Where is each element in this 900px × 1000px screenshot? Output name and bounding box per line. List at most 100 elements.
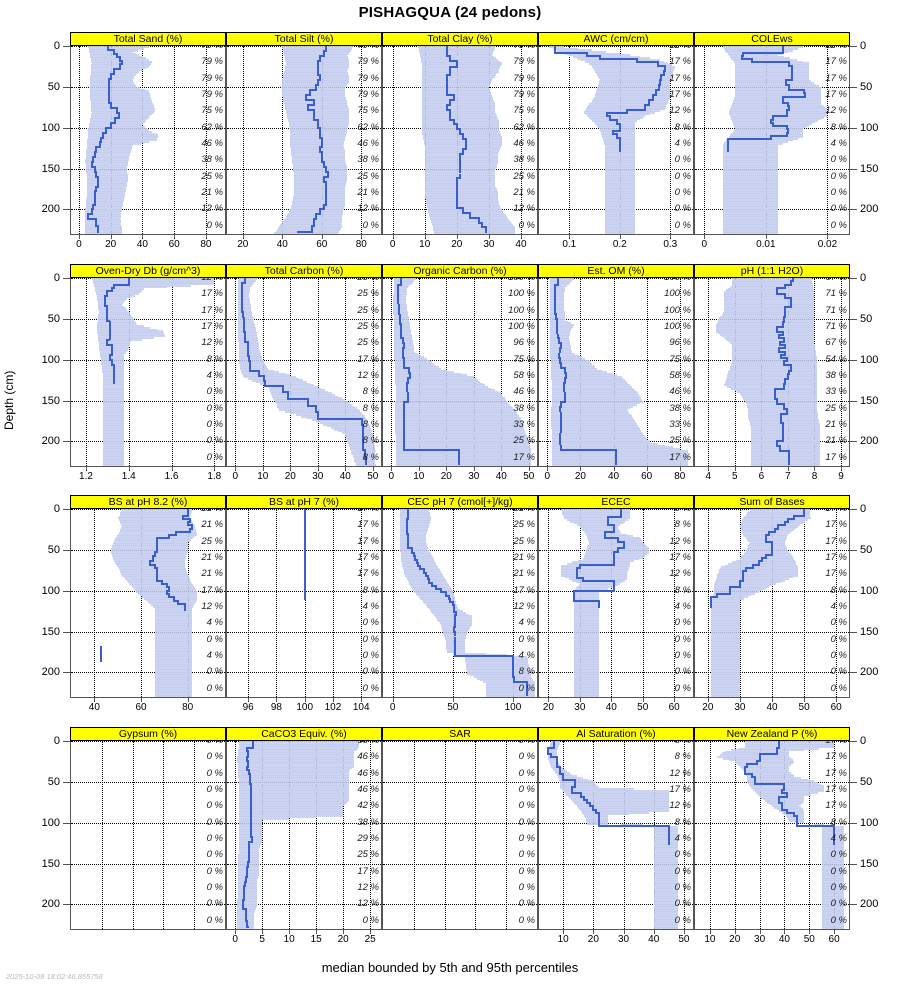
depth-axis-left: 0 50 100 150 200: [0, 503, 70, 698]
median-line-segment: [556, 766, 562, 769]
median-line-segment: [362, 433, 365, 442]
percentile-band: [750, 438, 820, 441]
value-tick-label: 40: [339, 471, 351, 482]
median-line-segment: [716, 594, 719, 598]
median-line-segment: [782, 338, 785, 342]
depth-tick-label: 0: [860, 735, 867, 747]
percentile-band: [751, 786, 825, 789]
percentile-band: [733, 99, 822, 103]
percentile-band: [394, 367, 441, 371]
percentile-band: [573, 675, 599, 678]
median-line-segment: [127, 278, 130, 282]
contributing-pedons-label: 25 %: [513, 170, 535, 182]
percentile-band: [732, 59, 797, 62]
contributing-pedons-label: 75 %: [669, 353, 691, 365]
median-line-segment: [454, 636, 457, 642]
percentile-band: [98, 309, 128, 312]
percentile-band: [653, 912, 678, 915]
percentile-band: [394, 364, 437, 367]
percentile-band: [94, 284, 191, 287]
median-line-segment: [784, 79, 793, 82]
contributing-pedons-label: 4 %: [518, 650, 535, 662]
percentile-band: [319, 421, 369, 425]
percentile-band: [103, 457, 125, 461]
median-line-segment: [758, 757, 761, 761]
percentile-band: [722, 173, 779, 176]
percentile-band: [549, 309, 565, 312]
percentile-band: [583, 812, 629, 816]
contributing-pedons-label: 17 %: [669, 89, 691, 101]
percentile-band: [155, 692, 193, 695]
median-line-segment: [462, 207, 465, 213]
percentile-band: [155, 665, 193, 669]
percentile-band: [653, 927, 678, 929]
percentile-band: [604, 168, 635, 171]
median-line-segment: [156, 567, 159, 572]
median-line-segment: [303, 574, 306, 591]
percentile-band: [123, 576, 189, 579]
depth-tick: [850, 509, 857, 510]
value-tick-label: 100: [504, 702, 522, 713]
value-tick-label: 1.8: [207, 471, 222, 482]
depth-tick-label: 50: [47, 543, 60, 556]
percentile-band: [653, 847, 678, 850]
percentile-band: [103, 398, 125, 402]
percentile-band: [711, 647, 740, 651]
percentile-band: [155, 688, 193, 692]
percentile-band: [573, 687, 599, 690]
median-line-segment: [397, 294, 400, 300]
percentile-band: [86, 175, 128, 178]
percentile-band: [560, 781, 595, 785]
percentile-band: [239, 814, 344, 817]
median-line-segment: [803, 509, 806, 513]
value-gridline: [623, 741, 625, 929]
percentile-band: [91, 104, 154, 108]
percentile-band: [750, 446, 820, 449]
median-line-segment: [778, 802, 783, 805]
percentile-band: [86, 152, 131, 155]
median-line-segment: [772, 116, 775, 120]
median-line-segment: [559, 407, 562, 413]
percentile-band: [712, 594, 752, 597]
percentile-band: [735, 77, 809, 80]
percentile-band: [577, 585, 613, 589]
percentile-band: [604, 158, 635, 162]
depth-tick: [850, 168, 857, 170]
percentile-band: [549, 307, 565, 310]
percentile-band: [395, 454, 532, 457]
percentile-band: [779, 809, 805, 812]
percentile-band: [424, 160, 499, 163]
value-tick-label: 20: [451, 239, 463, 250]
contributing-pedons-label: 0 %: [207, 741, 223, 746]
median-line-segment: [790, 65, 793, 71]
median-line-segment: [783, 522, 786, 526]
percentile-band: [85, 222, 122, 225]
percentile-band: [238, 871, 260, 875]
value-axis: 0 50 100: [382, 698, 538, 716]
percentile-band: [561, 574, 627, 577]
median-line-segment: [444, 594, 451, 597]
depth-axis-right: 0 50 100 150 200: [850, 40, 900, 235]
percentile-band: [552, 457, 689, 461]
percentile-band: [551, 403, 637, 407]
depth-gridline: [71, 672, 225, 674]
median-line-segment: [106, 49, 115, 52]
percentile-band: [282, 93, 346, 96]
percentile-band: [821, 902, 845, 906]
percentile-band: [399, 540, 427, 543]
percentile-band: [549, 328, 572, 331]
percentile-band: [716, 576, 794, 579]
median-line-segment: [245, 871, 248, 877]
percentile-band: [550, 278, 574, 281]
value-tick-label: 102: [324, 702, 342, 713]
median-line-segment: [422, 571, 428, 574]
value-tick: [520, 235, 522, 239]
percentile-band: [549, 310, 565, 313]
percentile-band: [557, 49, 592, 52]
median-line-segment: [772, 125, 789, 128]
percentile-band: [604, 214, 635, 217]
percentile-band: [473, 675, 532, 678]
median-line-segment: [782, 102, 789, 105]
median-line-segment: [419, 566, 422, 570]
